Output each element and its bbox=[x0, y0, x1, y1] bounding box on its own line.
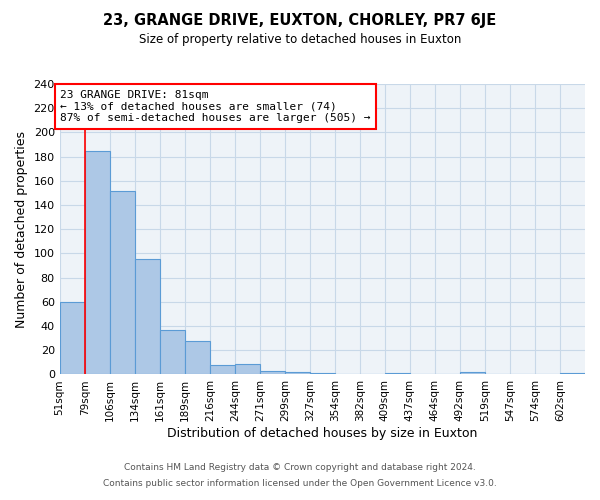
Text: Contains HM Land Registry data © Crown copyright and database right 2024.: Contains HM Land Registry data © Crown c… bbox=[124, 464, 476, 472]
Bar bbox=[310, 373, 335, 374]
Bar bbox=[135, 260, 160, 374]
Bar bbox=[160, 330, 185, 374]
Y-axis label: Number of detached properties: Number of detached properties bbox=[15, 130, 28, 328]
Bar bbox=[210, 365, 235, 374]
Bar bbox=[110, 190, 135, 374]
Bar bbox=[85, 150, 110, 374]
Bar bbox=[260, 371, 285, 374]
Bar bbox=[235, 364, 260, 374]
X-axis label: Distribution of detached houses by size in Euxton: Distribution of detached houses by size … bbox=[167, 427, 478, 440]
Bar bbox=[385, 373, 410, 374]
Bar bbox=[560, 373, 585, 374]
Text: Size of property relative to detached houses in Euxton: Size of property relative to detached ho… bbox=[139, 32, 461, 46]
Text: 23 GRANGE DRIVE: 81sqm
← 13% of detached houses are smaller (74)
87% of semi-det: 23 GRANGE DRIVE: 81sqm ← 13% of detached… bbox=[60, 90, 371, 124]
Bar bbox=[285, 372, 310, 374]
Bar bbox=[185, 340, 210, 374]
Bar bbox=[460, 372, 485, 374]
Text: 23, GRANGE DRIVE, EUXTON, CHORLEY, PR7 6JE: 23, GRANGE DRIVE, EUXTON, CHORLEY, PR7 6… bbox=[103, 12, 497, 28]
Text: Contains public sector information licensed under the Open Government Licence v3: Contains public sector information licen… bbox=[103, 478, 497, 488]
Bar bbox=[59, 302, 85, 374]
